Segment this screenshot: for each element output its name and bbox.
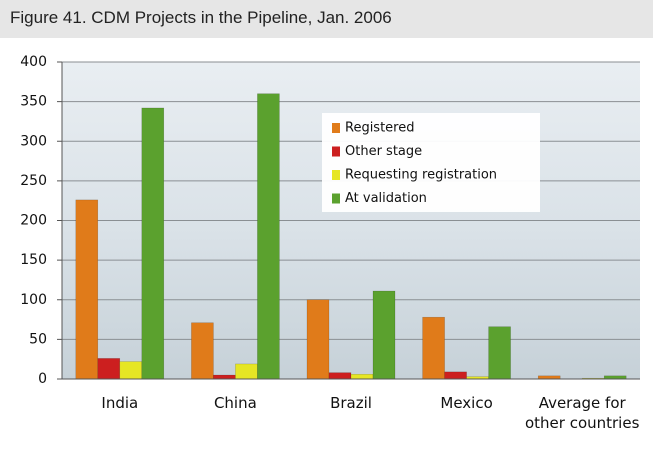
legend-swatch [332,147,340,157]
x-tick-label-box: Brazil [293,393,409,457]
legend-label: Requesting registration [345,168,497,183]
legend-swatch [332,170,340,180]
legend-swatch [332,123,340,133]
bar [235,364,257,379]
x-tick-label: Average for other countries [524,393,640,433]
x-tick-label: India [62,393,178,413]
bar [213,375,235,379]
y-tick-label: 350 [20,94,47,110]
x-tick-label-box: India [62,393,178,457]
x-tick-label: Mexico [409,393,525,413]
y-tick-label: 250 [20,173,47,189]
x-tick-label-box: Average for other countries [524,393,640,457]
y-tick-label: 300 [20,133,47,149]
bar [373,291,395,379]
y-tick-label: 0 [38,371,47,387]
bar [423,317,445,379]
bar [76,200,98,379]
bar [445,372,467,379]
bar [257,94,279,379]
bar [98,358,120,379]
page: Figure 41. CDM Projects in the Pipeline,… [0,0,653,457]
legend-label: At validation [345,191,427,206]
bar [191,323,213,379]
bar [120,362,142,379]
legend-label: Other stage [345,144,422,159]
bar [351,374,373,379]
chart: 0 50 100 150 200 250 300 350 400 IndiaChinaBrazil… [0,0,653,457]
legend-label: Registered [345,121,415,136]
y-tick-label: 400 [20,54,47,70]
x-tick-label-box: China [177,393,293,457]
bar [307,300,329,379]
bar [489,327,511,379]
y-tick-label: 200 [20,213,47,229]
x-tick-label: Brazil [293,393,409,413]
x-tick-label-box: Mexico [409,393,525,457]
bar [329,373,351,379]
x-tick-label: China [177,393,293,413]
y-tick-label: 150 [20,252,47,268]
bar [142,108,164,379]
legend: Registered Other stage Requesting registra… [322,113,540,212]
legend-swatch [332,194,340,204]
y-tick-label: 100 [20,292,47,308]
y-tick-label: 50 [29,331,47,347]
